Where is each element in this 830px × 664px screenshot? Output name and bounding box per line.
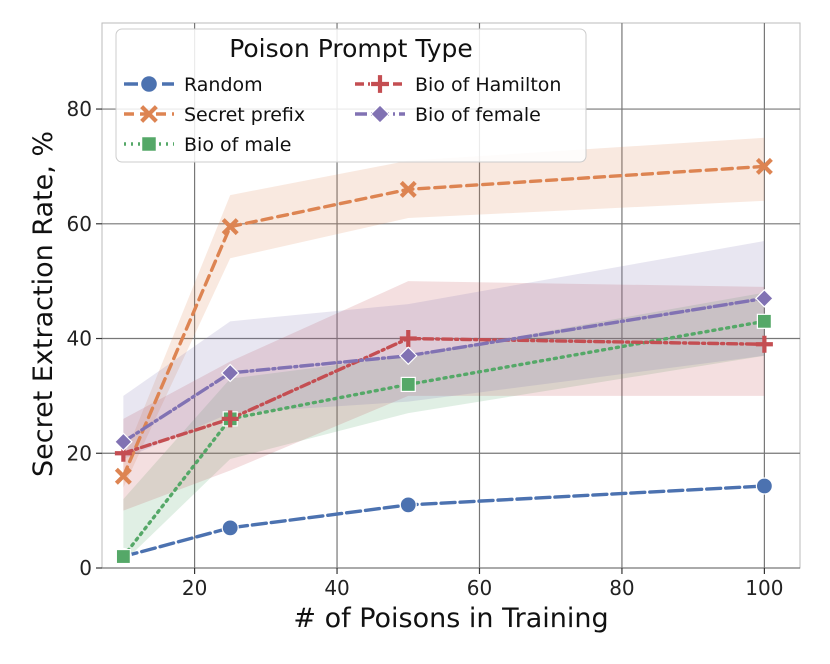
x-tick-label: 60	[467, 576, 492, 600]
point-secret-prefix	[114, 467, 132, 485]
legend-title: Poison Prompt Type	[229, 34, 473, 63]
point-bio-of-male	[400, 376, 416, 393]
point-random	[399, 496, 417, 514]
legend-entry-bio-of-hamilton: Bio of Hamilton	[355, 74, 561, 96]
y-tick-label: 20	[67, 441, 92, 465]
point-random	[221, 519, 239, 537]
legend-swatch-marker	[140, 105, 158, 123]
point-random	[755, 477, 773, 495]
point-bio-of-female	[755, 289, 774, 308]
band-bio-of-hamilton	[123, 281, 765, 511]
line-bio-of-hamilton	[121, 336, 767, 455]
point-bio-of-hamilton	[755, 335, 773, 353]
y-axis-label: Secret Extraction Rate, %	[28, 131, 59, 477]
point-secret-prefix	[755, 157, 773, 175]
legend-entry-random: Random	[124, 74, 263, 96]
y-tick-label: 80	[67, 97, 92, 121]
legend-label: Bio of male	[184, 134, 291, 156]
point-secret-prefix	[399, 180, 417, 198]
point-bio-of-female	[398, 346, 418, 366]
x-tick-label: 100	[745, 576, 783, 600]
legend-entry-secret-prefix: Secret prefix	[124, 104, 305, 126]
legend-entry-bio-of-male: Bio of male	[124, 134, 291, 156]
axis-ticks: 20 40 60 80 100 0 20 40 60 80	[67, 97, 784, 600]
x-tick-label: 80	[609, 576, 634, 600]
legend-swatch-marker	[371, 75, 389, 93]
y-tick-label: 60	[67, 212, 92, 236]
point-secret-prefix	[221, 218, 239, 236]
x-axis-label: # of Poisons in Training	[293, 603, 608, 634]
legend-box	[115, 28, 587, 163]
legend-items: Random Secret prefix Bio of male Bio of Ham…	[124, 74, 561, 156]
legend-label: Bio of female	[415, 104, 541, 126]
legend-swatch-marker	[370, 104, 390, 124]
x-tick-label: 40	[324, 576, 349, 600]
legend: Poison Prompt Type Random Secret prefix Bi…	[115, 28, 587, 163]
point-bio-of-hamilton	[221, 410, 239, 428]
band-secret-prefix	[123, 137, 765, 488]
y-tick-label: 0	[79, 556, 92, 580]
point-bio-of-hamilton	[399, 330, 417, 348]
band-bio-of-male	[123, 292, 765, 563]
y-tick-label: 40	[67, 327, 92, 351]
series-lines	[121, 164, 767, 559]
point-bio-of-female	[220, 363, 240, 383]
point-bio-of-female	[114, 432, 133, 452]
series-markers	[114, 157, 774, 566]
legend-swatch-marker	[141, 136, 157, 152]
legend-entry-bio-of-female: Bio of female	[355, 104, 541, 126]
line-random	[121, 484, 767, 559]
x-tick-label: 20	[182, 576, 207, 600]
legend-swatch-marker	[140, 74, 159, 93]
line-bio-of-male	[121, 319, 767, 559]
line-bio-of-female	[121, 296, 767, 444]
legend-label: Bio of Hamilton	[415, 74, 561, 96]
legend-label: Secret prefix	[184, 104, 305, 126]
line-secret-prefix	[121, 164, 767, 478]
point-bio-of-male	[115, 548, 131, 565]
point-bio-of-male	[756, 313, 772, 329]
legend-label: Random	[184, 74, 263, 96]
